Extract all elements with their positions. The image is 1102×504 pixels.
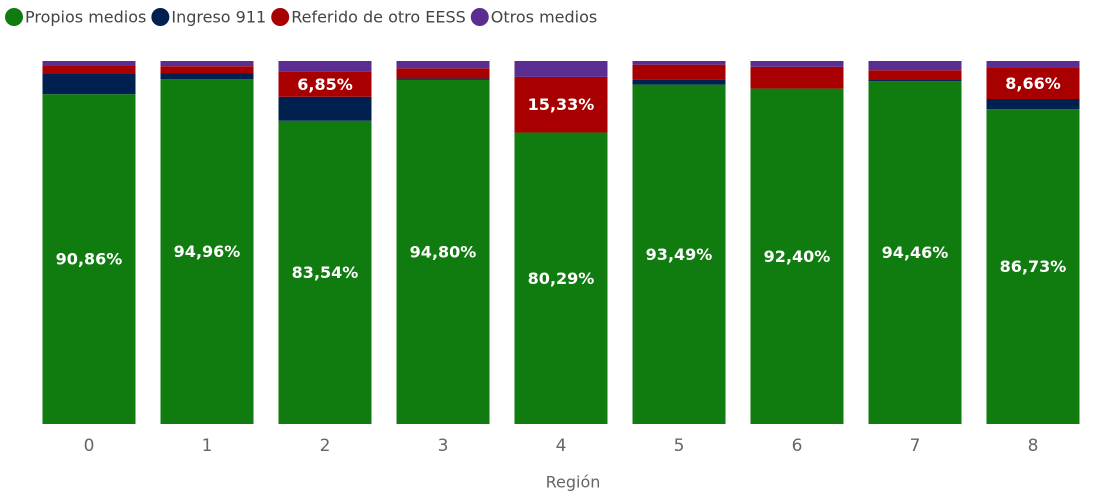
data-label: 94,46% <box>882 243 949 262</box>
x-axis-title: Región <box>546 473 601 492</box>
bar-segment <box>278 120 372 424</box>
legend-label: Propios medios <box>25 8 146 27</box>
bar-segment <box>750 88 844 424</box>
x-tick-label: 8 <box>1028 436 1039 456</box>
x-tick-label: 6 <box>792 436 803 456</box>
x-tick-label: 5 <box>674 436 685 456</box>
bar-segment <box>42 94 136 425</box>
data-label: 94,80% <box>410 242 477 261</box>
bar-segment <box>868 61 962 71</box>
bar-segment <box>396 78 490 80</box>
bar-segment <box>986 61 1080 68</box>
data-label: 92,40% <box>764 247 831 266</box>
bar-segment <box>514 76 608 133</box>
data-label: 6,85% <box>297 75 353 94</box>
x-tick-label: 0 <box>84 436 95 456</box>
data-label: 93,49% <box>646 245 713 264</box>
legend-label: Referido de otro EESS <box>291 8 466 27</box>
legend-marker <box>271 8 290 26</box>
bar-segment <box>868 80 962 82</box>
bar-segment <box>750 61 844 67</box>
legend-label: Otros medios <box>491 8 597 27</box>
x-tick-label: 1 <box>202 436 213 456</box>
bar-segment <box>632 61 726 65</box>
data-label: 86,73% <box>1000 257 1067 276</box>
bar-segment <box>986 99 1080 110</box>
bar-segment <box>42 61 136 66</box>
bar-segment <box>632 84 726 425</box>
x-tick-label: 2 <box>320 436 331 456</box>
data-label: 80,29% <box>528 269 595 288</box>
data-label: 83,54% <box>292 263 359 282</box>
x-tick-label: 3 <box>438 436 449 456</box>
legend-label: Ingreso 911 <box>171 8 266 27</box>
legend-marker <box>470 8 489 26</box>
bar-segment <box>632 79 726 85</box>
bar-segment <box>986 109 1080 424</box>
data-label: 8,66% <box>1005 74 1061 93</box>
bar-segment <box>514 132 608 424</box>
bar-segment <box>396 68 490 79</box>
bar-segment <box>160 61 254 67</box>
data-label: 94,96% <box>174 242 241 261</box>
bar-segment <box>868 81 962 424</box>
bar-segment <box>750 66 844 89</box>
bar-segment <box>42 73 136 95</box>
bar-segment <box>42 65 136 74</box>
bar-segment <box>278 96 372 121</box>
bar-segment <box>396 61 490 69</box>
bar-segment <box>986 67 1080 100</box>
bar-segment <box>160 66 254 74</box>
bar-segment <box>632 64 726 80</box>
data-label: 90,86% <box>56 250 123 269</box>
legend-marker <box>151 8 170 26</box>
x-tick-label: 7 <box>910 436 921 456</box>
bar-segment <box>868 70 962 81</box>
bar-segment <box>514 61 608 77</box>
data-label: 15,33% <box>528 95 595 114</box>
x-tick-label: 4 <box>556 436 567 456</box>
bar-segment <box>278 61 372 72</box>
bar-segment <box>278 71 372 97</box>
bar-segment <box>160 73 254 80</box>
bar-segment <box>396 79 490 424</box>
bar-segment <box>160 79 254 424</box>
legend-marker <box>5 8 23 26</box>
